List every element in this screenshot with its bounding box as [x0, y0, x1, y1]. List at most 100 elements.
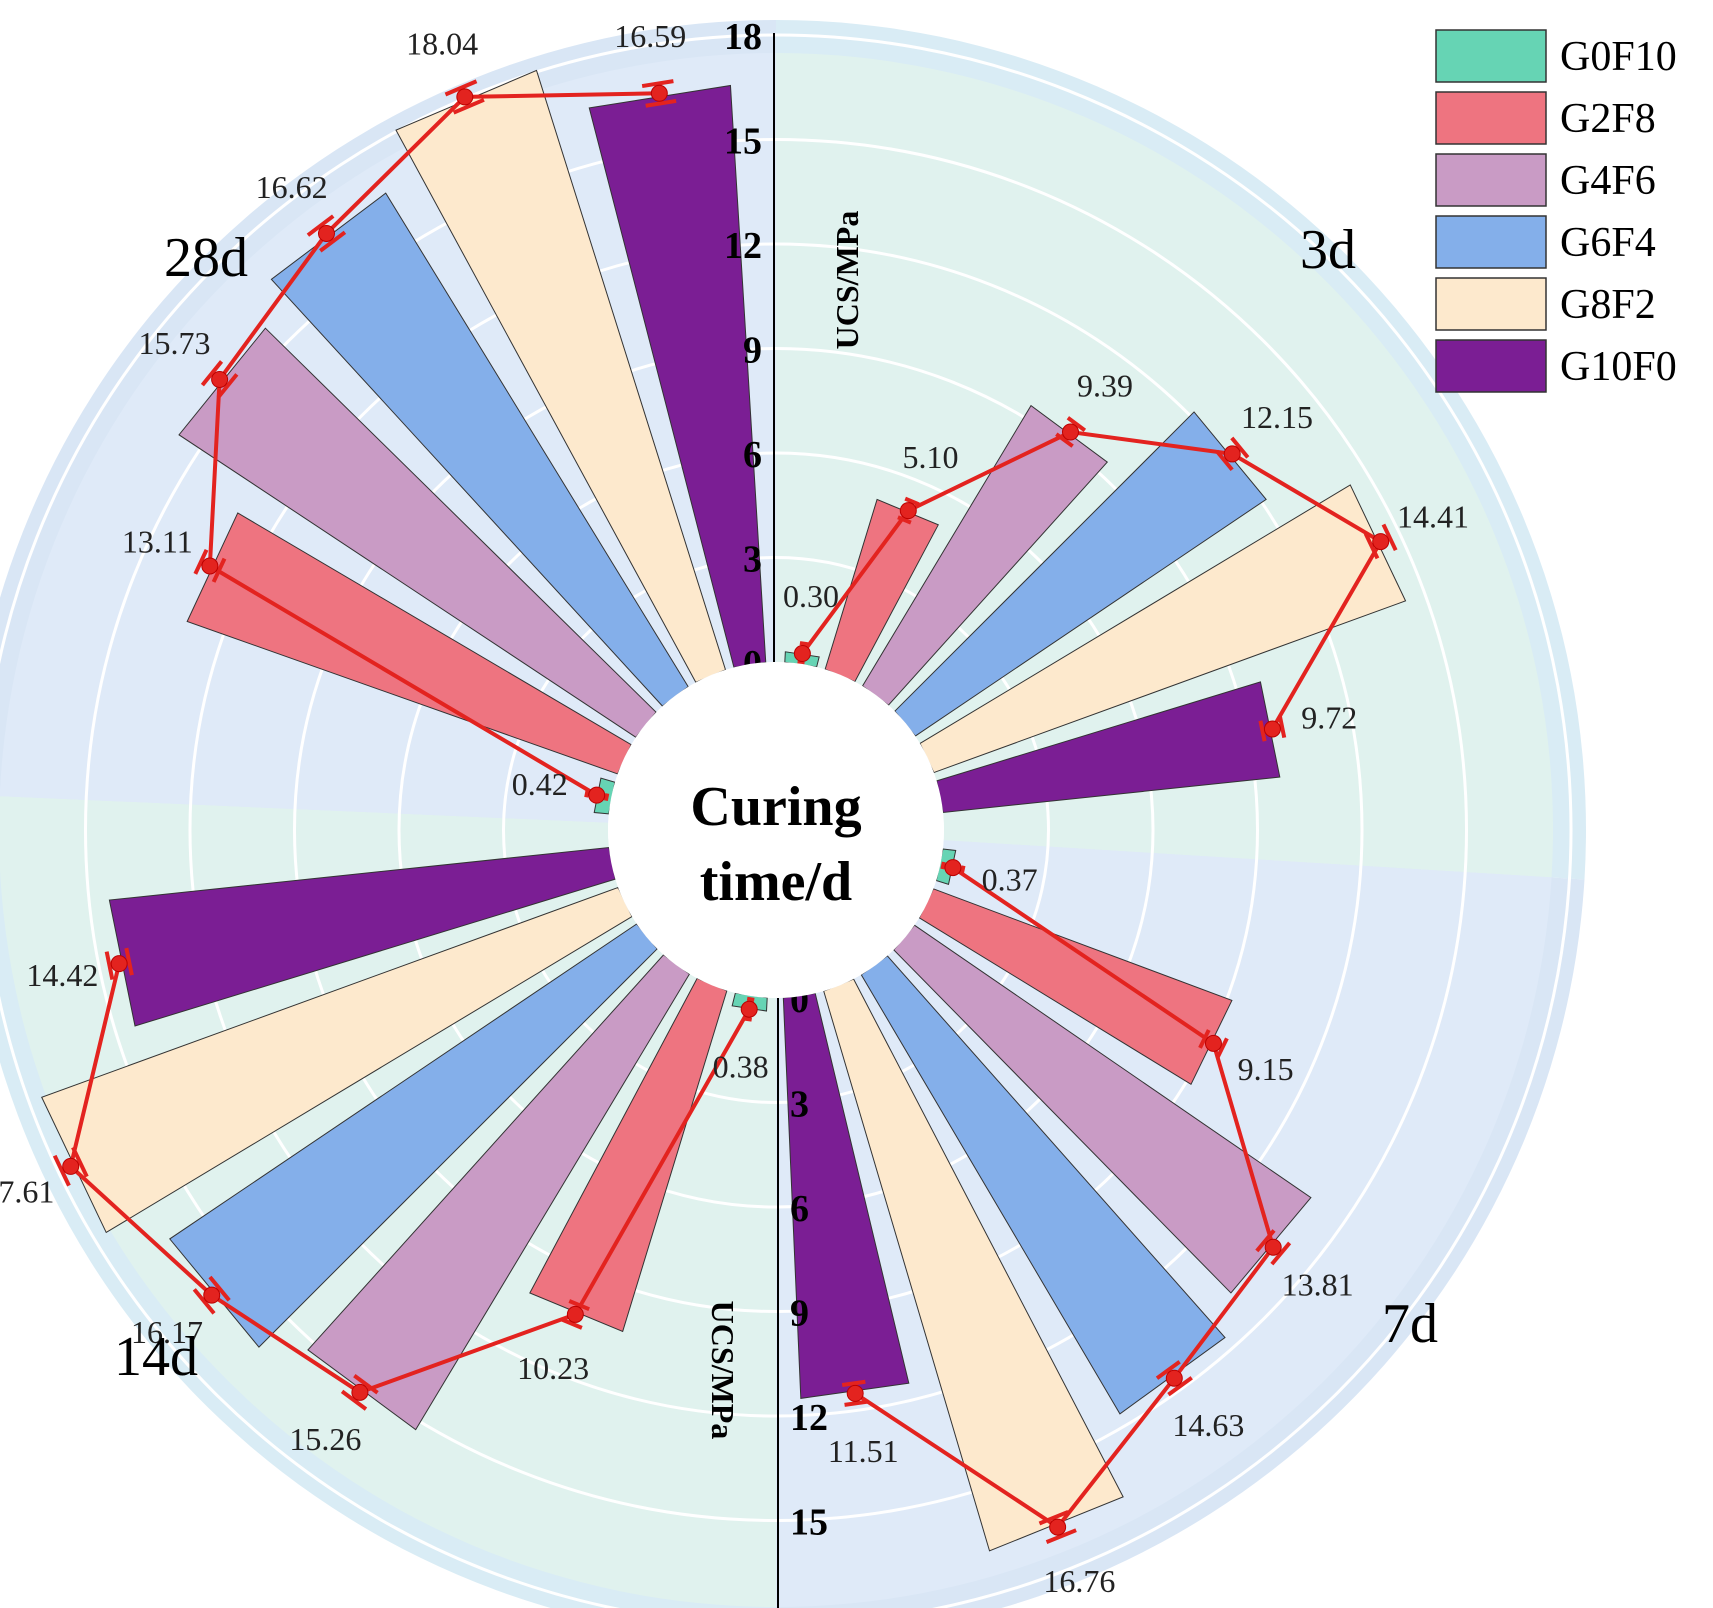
data-label: 0.30	[783, 578, 839, 614]
data-labels: 0.30 5.10 9.39 12.15 14.41 9.72 0.37 9.15 13.81 1…	[0, 18, 1469, 1599]
data-label: 14.42	[26, 957, 98, 993]
data-point	[351, 1383, 369, 1401]
data-label: 0.42	[512, 766, 568, 802]
error-cap	[193, 548, 209, 575]
data-points	[52, 79, 1398, 1545]
data-point	[110, 955, 128, 973]
error-cap	[192, 1288, 216, 1315]
error-cap	[743, 1016, 752, 1022]
error-cap	[904, 496, 920, 507]
error-cap	[444, 79, 478, 97]
data-label: 16.62	[256, 169, 328, 205]
data-point	[1204, 1034, 1222, 1052]
legend: G0F10 G2F8 G4F6 G6F4 G8F2 G10F0	[1435, 29, 1677, 393]
error-cap	[844, 1399, 869, 1407]
error-cap	[1215, 1037, 1229, 1058]
data-point	[1049, 1518, 1067, 1536]
error-cap	[1270, 1241, 1292, 1266]
data-label: 9.15	[1238, 1051, 1294, 1087]
error-cap	[1215, 449, 1234, 472]
data-label: 9.72	[1301, 699, 1357, 735]
center-label-line1: Curing	[690, 776, 861, 838]
error-cap	[52, 1154, 71, 1187]
gridline-circle	[397, 451, 1155, 1209]
error-cap	[568, 1299, 590, 1312]
axis-tick-top: 12	[724, 225, 762, 267]
data-label: 0.37	[982, 862, 1038, 898]
radial-gridlines	[0, 33, 1573, 1608]
legend-swatch-g0f10	[1435, 29, 1547, 83]
error-cap	[897, 515, 912, 525]
error-cap	[353, 1373, 379, 1395]
group-label-7d: 7d	[1382, 1293, 1438, 1355]
error-cap	[211, 557, 227, 583]
data-label: 18.04	[406, 26, 478, 62]
axis-tick-bottom: 18	[790, 1606, 828, 1608]
data-point	[1372, 533, 1390, 551]
data-point	[1061, 423, 1079, 441]
error-cap	[71, 1146, 89, 1178]
legend-swatch-g4f6	[1435, 153, 1547, 207]
error-cap	[208, 1275, 231, 1302]
data-point	[944, 859, 962, 877]
data-point	[211, 370, 229, 388]
axis-tick-top: 18	[724, 16, 762, 58]
legend-label-g4f6: G4F6	[1560, 158, 1656, 204]
axis-tick-top: 9	[743, 330, 762, 372]
axis-tick-bottom: 3	[790, 1084, 809, 1126]
error-cap	[959, 865, 966, 875]
legend-label-g6f4: G6F4	[1560, 220, 1656, 266]
series-line-14d	[68, 963, 751, 1395]
error-cap	[645, 98, 677, 108]
data-label: 0.38	[713, 1049, 769, 1085]
error-cap	[940, 861, 946, 870]
data-point	[846, 1384, 864, 1402]
error-cap	[841, 1379, 866, 1387]
data-label: 16.76	[1043, 1563, 1115, 1599]
error-cap	[1155, 1360, 1181, 1380]
legend-swatch-g2f8	[1435, 91, 1547, 145]
gridline-circle	[188, 242, 1364, 1418]
legend-swatch-g6f4	[1435, 215, 1547, 269]
data-point	[650, 84, 668, 102]
error-cap	[216, 373, 239, 399]
error-cap	[560, 1317, 583, 1330]
error-cap	[584, 788, 590, 798]
error-cap	[319, 230, 347, 253]
error-cap	[1381, 523, 1398, 552]
data-label: 9.39	[1077, 367, 1133, 403]
data-point	[62, 1157, 80, 1175]
series-line-7d	[854, 865, 1276, 1530]
data-point	[793, 645, 811, 663]
data-label: 14.63	[1172, 1407, 1244, 1443]
axis-label-bottom: UCS/MPa	[705, 1301, 741, 1440]
legend-swatch-g8f2	[1435, 277, 1547, 331]
error-cap	[797, 660, 805, 666]
axis-tick-top: 3	[743, 539, 762, 581]
data-label: 13.11	[122, 523, 193, 559]
data-label: 5.10	[902, 439, 958, 475]
data-point	[203, 1286, 221, 1304]
axis-tick-top: 6	[743, 434, 762, 476]
axis-tick-bottom: 6	[790, 1188, 809, 1230]
error-cap	[1198, 1029, 1211, 1049]
data-point	[456, 88, 474, 106]
error-cap	[1055, 432, 1074, 448]
legend-label-g0f10: G0F10	[1560, 34, 1677, 80]
error-cap	[1038, 1509, 1069, 1526]
data-point	[899, 502, 917, 520]
data-label: 17.61	[0, 1173, 54, 1209]
error-cap	[746, 996, 755, 1002]
axis-tick-bottom: 9	[790, 1293, 809, 1335]
error-cap	[1167, 1376, 1193, 1397]
error-cap	[1363, 532, 1380, 560]
group-label-14d: 14d	[114, 1326, 198, 1388]
axis-label-top: UCS/MPa	[829, 211, 865, 350]
gridline-circle	[0, 33, 1573, 1608]
gridline-circle	[293, 347, 1259, 1313]
bar-series	[41, 69, 1407, 1552]
error-cap	[603, 793, 610, 801]
error-cap	[641, 79, 674, 89]
data-point	[1264, 1238, 1282, 1256]
data-point	[588, 786, 606, 804]
